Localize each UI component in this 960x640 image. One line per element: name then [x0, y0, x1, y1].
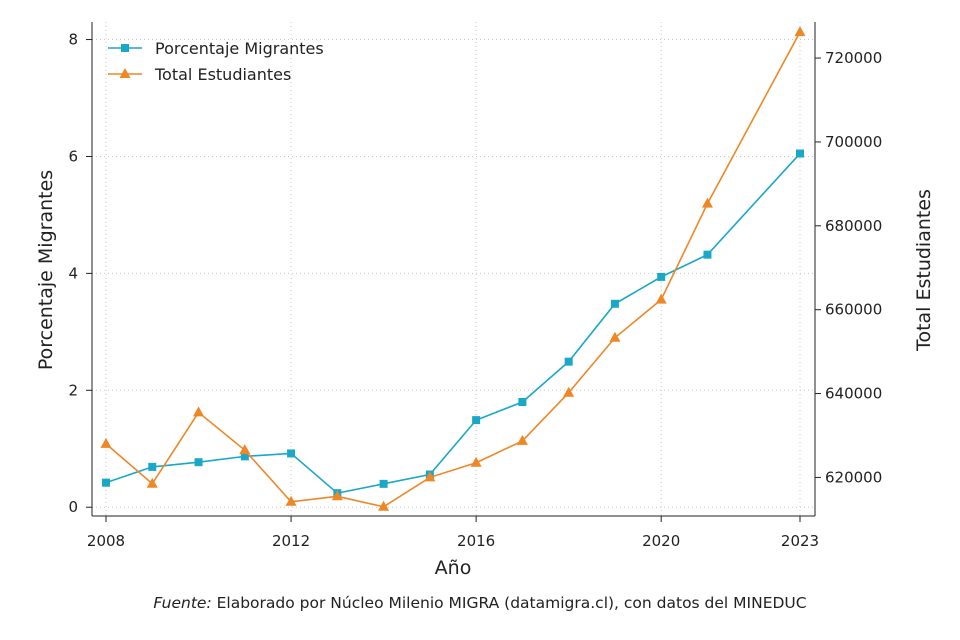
data-point: [146, 477, 158, 488]
tick-labels: 2008 2012 2016 2020 2023 0 2 4 6 8 620000 640000 660…: [68, 31, 882, 550]
series-total-estudiantes: [100, 26, 806, 511]
data-point: [424, 471, 436, 482]
y-right-tick-label: 700000: [825, 133, 882, 151]
x-tick-label: 2023: [781, 532, 819, 550]
data-point: [609, 331, 621, 342]
data-point: [331, 490, 343, 501]
series-layer: [100, 26, 806, 511]
x-tick-label: 2016: [457, 532, 495, 550]
y-axis-left-title: Porcentaje Migrantes: [35, 170, 57, 370]
data-point: [378, 500, 390, 511]
y-axis-right-title: Total Estudiantes: [913, 189, 935, 352]
y-right-tick-label: 660000: [825, 301, 882, 319]
legend-marker: [121, 44, 129, 52]
data-point: [470, 456, 482, 467]
y-left-tick-label: 2: [68, 381, 78, 399]
data-point: [148, 462, 157, 471]
axes: [86, 22, 821, 522]
data-point: [240, 452, 249, 461]
legend-label: Porcentaje Migrantes: [155, 39, 324, 58]
grid-lines: [92, 22, 815, 516]
data-point: [794, 26, 806, 37]
data-point: [564, 357, 573, 366]
y-right-tick-label: 680000: [825, 217, 882, 235]
x-tick-label: 2012: [272, 532, 310, 550]
series-line: [105, 31, 801, 508]
data-point: [287, 449, 296, 458]
legend-label: Total Estudiantes: [154, 65, 291, 84]
data-point: [518, 398, 527, 406]
x-tick-label: 2020: [642, 532, 680, 550]
series-porcentaje-migrantes: [102, 149, 804, 498]
data-point: [563, 386, 575, 397]
y-left-tick-label: 8: [68, 31, 78, 49]
legend-item: Total Estudiantes: [108, 65, 291, 84]
y-right-tick-label: 720000: [825, 49, 882, 67]
data-point: [701, 197, 713, 208]
data-point: [610, 299, 619, 308]
data-point: [657, 272, 666, 281]
legend-item: Porcentaje Migrantes: [108, 39, 324, 58]
data-point: [703, 250, 712, 259]
axis-titles: Año Porcentaje Migrantes Total Estudiant…: [35, 170, 935, 579]
data-point: [194, 458, 203, 467]
x-tick-label: 2008: [87, 532, 125, 550]
y-left-tick-label: 6: [68, 147, 78, 165]
source-label: Fuente:: [153, 594, 212, 612]
data-point: [472, 416, 481, 425]
legend-marker: [119, 68, 131, 78]
data-point: [516, 434, 528, 445]
y-right-tick-label: 640000: [825, 385, 882, 403]
data-point: [102, 478, 110, 487]
y-left-tick-label: 0: [68, 498, 78, 516]
data-point: [193, 406, 205, 417]
chart: 2008 2012 2016 2020 2023 0 2 4 6 8 620000 640000 660…: [35, 22, 935, 579]
y-right-tick-label: 620000: [825, 468, 882, 486]
y-left-tick-label: 4: [68, 264, 78, 282]
source-note: Fuente: Elaborado por Núcleo Milenio MIG…: [0, 594, 960, 612]
data-point: [239, 444, 251, 455]
data-point: [655, 293, 667, 304]
source-text: Elaborado por Núcleo Milenio MIGRA (data…: [216, 594, 807, 612]
series-line: [105, 152, 801, 495]
legend: Porcentaje Migrantes Total Estudiantes: [108, 39, 324, 84]
data-point: [379, 479, 388, 488]
data-point: [796, 149, 804, 158]
x-axis-title: Año: [435, 557, 472, 579]
data-point: [285, 495, 297, 506]
data-point: [100, 437, 112, 448]
